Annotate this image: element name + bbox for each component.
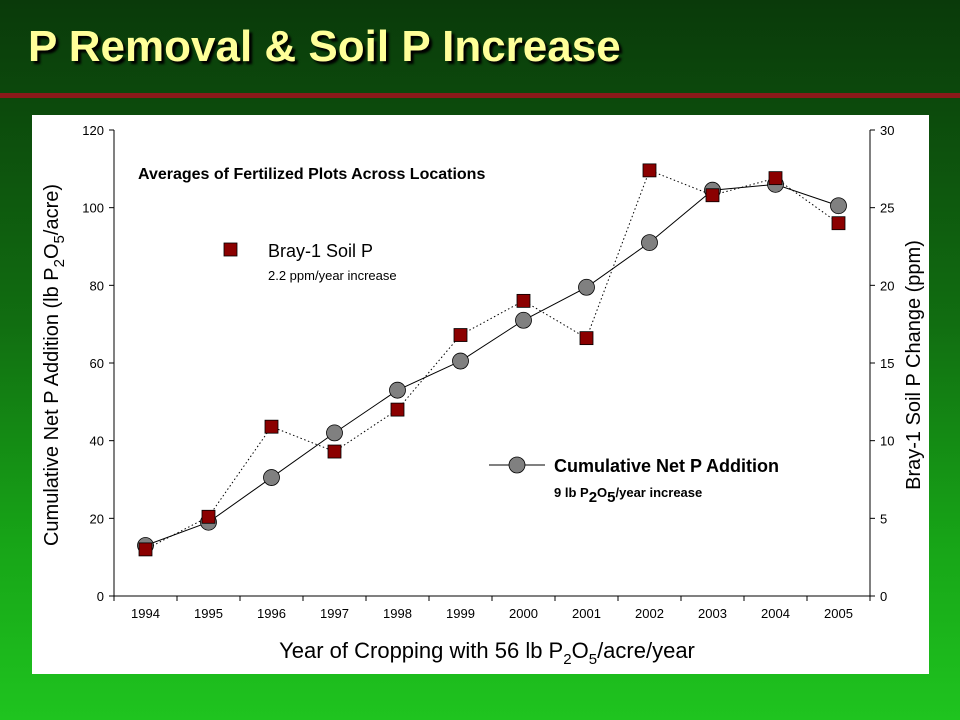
bray-point <box>705 188 720 203</box>
x-tick-label: 2004 <box>761 606 790 621</box>
x-tick-label: 1995 <box>194 606 223 621</box>
right-tick-label: 5 <box>880 511 887 526</box>
series-line-bray <box>145 169 839 550</box>
x-tick-label: 1999 <box>446 606 475 621</box>
cumulative-point <box>578 278 595 296</box>
bray-point <box>516 293 531 308</box>
legend-note-cumulative: 9 lb P2O5/year increase <box>554 485 702 506</box>
x-tick-label: 2005 <box>824 606 853 621</box>
slide-title: P Removal & Soil P Increase <box>28 22 621 71</box>
left-tick-label: 100 <box>82 201 104 216</box>
legend-label-bray: Bray-1 Soil P <box>268 241 373 261</box>
bray-point <box>831 216 846 231</box>
bray-point <box>390 402 405 417</box>
x-tick-label: 1998 <box>383 606 412 621</box>
left-tick-label: 80 <box>90 278 104 293</box>
right-tick-label: 30 <box>880 123 894 138</box>
x-axis-ticks: 1994 1995 1996 1997 1998 1999 2000 2001 2002 2003… <box>113 596 871 621</box>
x-tick-label: 2000 <box>509 606 538 621</box>
right-tick-label: 0 <box>880 589 887 604</box>
bray-point <box>138 542 153 557</box>
right-tick-label: 15 <box>880 356 894 371</box>
bray-point <box>201 509 216 524</box>
title-divider <box>0 93 960 98</box>
left-axis-ticks: 0 20 40 60 80 100 120 <box>82 123 114 604</box>
right-tick-label: 20 <box>880 278 894 293</box>
x-tick-label: 1997 <box>320 606 349 621</box>
y-right-axis-label: Bray-1 Soil P Change (ppm) <box>903 240 925 490</box>
right-tick-label: 10 <box>880 434 894 449</box>
x-tick-label: 1996 <box>257 606 286 621</box>
left-tick-label: 0 <box>97 589 104 604</box>
cumulative-point <box>263 469 280 486</box>
x-axis-label: Year of Cropping with 56 lb P2O5/acre/ye… <box>279 638 695 668</box>
x-tick-label: 1994 <box>131 606 160 621</box>
x-tick-label: 2001 <box>572 606 601 621</box>
chart-panel: 0 20 40 60 80 100 120 0 5 10 15 20 25 30 1994 1995 199… <box>32 115 929 674</box>
legend-label-cumulative: Cumulative Net P Addition <box>554 456 779 476</box>
left-tick-label: 60 <box>90 356 104 371</box>
chart-subtitle: Averages of Fertilized Plots Across Loca… <box>138 166 485 183</box>
cumulative-point <box>830 197 847 215</box>
bray-point <box>327 444 342 459</box>
right-axis-ticks: 0 5 10 15 20 25 30 <box>870 123 894 604</box>
cumulative-point <box>515 311 532 329</box>
cumulative-point <box>389 381 406 399</box>
cumulative-point <box>452 352 469 370</box>
bray-point <box>453 328 468 342</box>
x-tick-label: 2002 <box>635 606 664 621</box>
legend-marker-circle <box>508 456 526 474</box>
series-line-cumulative <box>145 183 839 546</box>
bray-point <box>768 171 783 186</box>
right-tick-label: 25 <box>880 201 894 216</box>
bray-point <box>579 331 594 346</box>
y-left-axis-label: Cumulative Net P Addition (lb P2O5/acre) <box>41 184 68 546</box>
series-layer <box>137 163 847 557</box>
legend-marker-square <box>223 242 238 257</box>
bray-point <box>642 163 657 178</box>
cumulative-point <box>641 234 658 252</box>
legend-note-bray: 2.2 ppm/year increase <box>268 268 397 283</box>
left-tick-label: 20 <box>90 511 104 526</box>
left-tick-label: 40 <box>90 434 104 449</box>
x-tick-label: 2003 <box>698 606 727 621</box>
left-tick-label: 120 <box>82 123 104 138</box>
cumulative-point <box>326 424 343 442</box>
bray-point <box>264 419 279 434</box>
